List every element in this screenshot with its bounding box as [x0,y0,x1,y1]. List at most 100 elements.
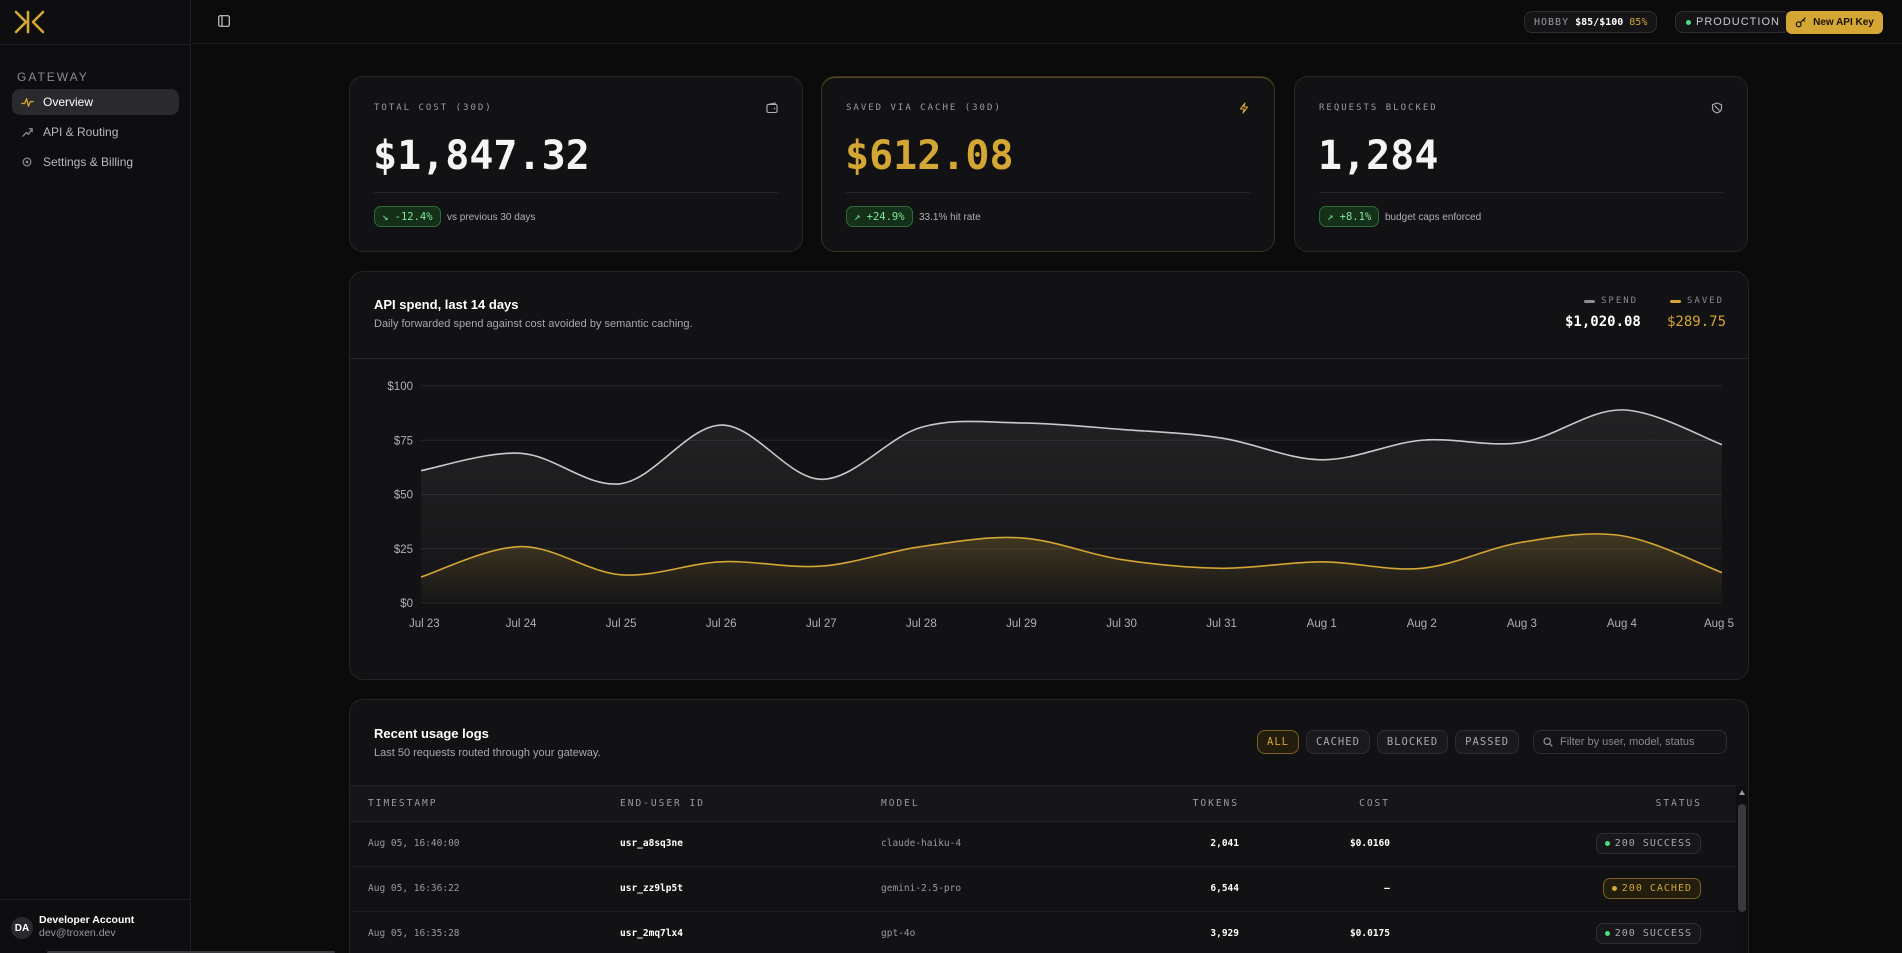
cell-tokens: 2,041 [1210,838,1239,849]
filter-all[interactable]: ALL [1257,730,1299,754]
gear-icon [20,155,34,169]
stat-divider [846,192,1250,193]
column-header-tokens[interactable]: TOKENS [1192,798,1239,809]
plan-usage-pill[interactable]: HOBBY $85/$100 85% [1524,11,1658,33]
filter-passed[interactable]: PASSED [1455,730,1520,754]
stat-card-total-cost: TOTAL COST (30D) $1,847.32 ↘ -12.4% vs p… [349,76,803,252]
point-spend [1220,436,1223,439]
cell-model: gemini-2.5-pro [881,883,962,894]
x-tick-label: Jul 31 [1206,618,1237,630]
topbar: HOBBY $85/$100 85% PRODUCTION New API Ke… [192,0,1902,44]
account-panel[interactable]: DA Developer Account dev@troxen.dev [0,899,191,953]
table-scrollbar[interactable] [1736,786,1748,953]
shield-icon [1711,102,1723,114]
column-header-user[interactable]: END-USER ID [620,798,705,809]
activity-icon [20,95,34,109]
point-spend [1120,428,1123,431]
log-search[interactable] [1533,730,1727,754]
point-saved [1020,536,1023,539]
cell-timestamp: Aug 05, 16:40:00 [368,838,460,849]
environment-selector[interactable]: PRODUCTION [1675,11,1791,33]
horizontal-scrollbar[interactable] [47,951,335,953]
area-saved [421,533,1722,603]
status-badge: 200 SUCCESS [1595,923,1701,944]
x-tick-label: Aug 2 [1407,618,1437,630]
cell-cost: $0.0175 [1349,928,1390,939]
sidebar-item-overview[interactable]: Overview [12,89,179,115]
cell-timestamp: Aug 05, 16:36:22 [368,883,460,894]
legend-saved-label: SAVED [1687,296,1725,306]
table-row[interactable]: Aug 05, 16:36:22 usr_zz9lp5t gemini-2.5-… [350,867,1736,912]
sidebar: GATEWAY Overview API & Routing Settings … [0,0,335,953]
y-tick-label: $0 [400,598,413,610]
column-header-cost[interactable]: COST [1359,798,1390,809]
point-spend [620,482,623,485]
stat-delta-badge: ↘ -12.4% [374,206,441,227]
x-tick-label: Jul 23 [409,618,440,630]
plan-name: HOBBY [1534,16,1570,28]
spend-chart-card: API spend, last 14 days Daily forwarded … [349,271,1749,680]
status-text: 200 SUCCESS [1614,838,1692,849]
x-tick-label: Aug 4 [1607,618,1638,630]
stat-card-saved-cache: SAVED VIA CACHE (30D) $612.08 ↗ +24.9% 3… [821,76,1275,252]
sidebar-item-api-routing[interactable]: API & Routing [12,119,179,145]
sidebar-item-label: Overview [43,95,94,109]
filter-cached[interactable]: CACHED [1305,730,1370,754]
sidebar-item-settings-billing[interactable]: Settings & Billing [12,149,179,175]
status-dot-icon [1604,841,1610,846]
x-tick-label: Jul 24 [506,618,537,630]
table-header: TIMESTAMP END-USER ID MODEL TOKENS COST … [350,785,1736,822]
search-input[interactable] [1560,736,1720,748]
x-tick-label: Jul 29 [1006,618,1037,630]
cell-user-id: usr_2mq7lx4 [620,928,683,939]
cell-model: claude-haiku-4 [881,838,962,849]
x-tick-label: Jul 25 [606,618,637,630]
point-spend [1320,458,1323,461]
routing-icon [20,125,34,139]
table-row[interactable]: Aug 05, 16:40:00 usr_a8sq3ne claude-haik… [350,822,1736,867]
status-dot-icon [1611,886,1617,891]
column-header-model[interactable]: MODEL [881,798,920,809]
sidebar-toggle-icon[interactable] [218,15,230,27]
status-text: 200 CACHED [1621,883,1692,894]
filter-blocked[interactable]: BLOCKED [1376,730,1449,754]
column-header-timestamp[interactable]: TIMESTAMP [368,798,438,809]
column-header-status[interactable]: STATUS [1655,798,1702,809]
chart-title: API spend, last 14 days [374,297,519,312]
legend-spend-total: $1,020.08 [1565,314,1641,330]
legend-spend-label: SPEND [1601,296,1639,306]
scroll-up-icon[interactable] [1739,790,1745,795]
y-tick-label: $75 [394,435,413,447]
logs-subtitle: Last 50 requests routed through your gat… [374,747,601,759]
status-badge: 200 CACHED [1602,878,1701,899]
point-saved [519,545,522,548]
stat-delta-badge: ↗ +24.9% [846,206,913,227]
logs-title: Recent usage logs [374,726,489,741]
point-saved [820,565,823,568]
sidebar-divider [0,44,191,45]
point-spend [920,426,923,429]
point-saved [620,573,623,576]
stat-divider [374,192,778,193]
logo-icon[interactable] [14,10,46,34]
area-spend [421,409,1722,603]
account-name: Developer Account [39,914,135,926]
x-tick-label: Jul 27 [806,618,837,630]
point-spend [519,452,522,455]
sidebar-item-label: API & Routing [43,125,119,139]
cell-user-id: usr_zz9lp5t [620,883,683,894]
new-api-key-button[interactable]: New API Key [1786,11,1883,34]
legend-saved: SAVED [1670,296,1724,306]
stat-value: $612.08 [845,133,1014,179]
point-spend [1620,408,1623,411]
table-row[interactable]: Aug 05, 16:35:28 usr_2mq7lx4 gpt-4o 3,92… [350,912,1736,953]
x-tick-label: Aug 5 [1704,618,1734,630]
x-tick-label: Jul 30 [1106,618,1137,630]
stat-divider [1319,192,1723,193]
line-saved [420,533,1723,578]
scrollbar-thumb[interactable] [1738,804,1746,912]
account-email: dev@troxen.dev [39,927,116,939]
point-saved [920,545,923,548]
stat-value: 1,284 [1318,133,1439,179]
